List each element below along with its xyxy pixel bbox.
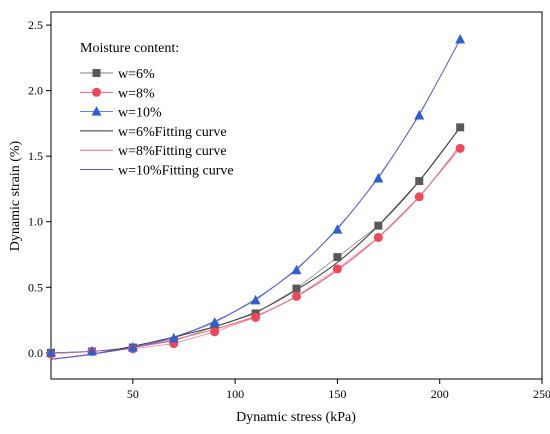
- series-connector-line: [50, 39, 461, 354]
- data-point: [46, 347, 56, 357]
- series-w-10-fitting-curve: [50, 39, 461, 360]
- x-tick-label: 250: [533, 387, 550, 401]
- legend-label: w=10%: [118, 106, 162, 121]
- legend-label: w=10%Fitting curve: [118, 164, 234, 179]
- legend-item: w=10%: [80, 106, 162, 121]
- data-point: [456, 123, 465, 132]
- plot-frame: [50, 11, 543, 380]
- legend-marker: [91, 106, 102, 116]
- legend-label: w=8%: [118, 86, 155, 101]
- legend-item: w=6%Fitting curve: [80, 125, 227, 140]
- x-tick-label: 50: [127, 387, 139, 401]
- series-connector-line: [50, 148, 461, 355]
- data-point: [332, 224, 343, 234]
- legend-item: w=8%Fitting curve: [80, 144, 227, 159]
- markers-w-8: [46, 143, 465, 359]
- data-point: [332, 264, 342, 274]
- data-point: [373, 232, 383, 242]
- data-point: [455, 143, 465, 153]
- data-point: [168, 332, 179, 343]
- y-tick-label: 0.0: [28, 346, 43, 360]
- data-point: [291, 264, 302, 275]
- data-point: [373, 172, 384, 183]
- legend: Moisture content: w=6% w=8% w=10% w=6%Fitti…: [80, 41, 234, 179]
- series-w-8: [50, 148, 461, 355]
- data-point: [414, 192, 424, 202]
- y-axis-title: Dynamic strain (%): [8, 140, 23, 251]
- x-tick-label: 100: [226, 387, 244, 401]
- y-tick-label: 1.0: [28, 215, 43, 229]
- legend-label: w=6%: [118, 67, 155, 82]
- legend-title: Moisture content:: [80, 41, 179, 56]
- legend-label: w=6%Fitting curve: [118, 125, 227, 140]
- y-tick-label: 2.5: [28, 18, 43, 32]
- data-point: [209, 317, 220, 327]
- data-point: [210, 327, 220, 337]
- y-tick-label: 1.5: [28, 149, 43, 163]
- data-point: [455, 34, 466, 44]
- data-point: [251, 312, 261, 322]
- axes: 50 100 150 200 250 0.0 0.5 1.0 1.5 2.0 2.5: [28, 18, 550, 401]
- data-point: [127, 342, 138, 352]
- data-point: [333, 253, 342, 262]
- legend-item: w=10%Fitting curve: [80, 164, 234, 179]
- data-point: [292, 284, 301, 293]
- y-tick-label: 0.5: [28, 280, 43, 294]
- x-tick-label: 200: [431, 387, 449, 401]
- legend-marker: [92, 69, 101, 77]
- x-tick-label: 150: [328, 387, 346, 401]
- legend-marker: [92, 87, 101, 97]
- markers-w-10: [46, 34, 466, 357]
- legend-item: w=8%: [80, 86, 155, 101]
- data-point: [86, 345, 97, 356]
- data-point: [292, 291, 301, 301]
- data-point: [414, 110, 425, 120]
- x-axis-title: Dynamic stress (kPa): [236, 410, 356, 425]
- legend-label: w=8%Fitting curve: [118, 144, 227, 159]
- data-point: [415, 177, 424, 186]
- y-tick-label: 2.0: [28, 84, 43, 98]
- series-w-6-fitting-curve: [50, 127, 461, 360]
- data-point: [374, 221, 383, 230]
- plot-series: [46, 34, 466, 360]
- series-w-10: [50, 39, 461, 354]
- series-w-8-fitting-curve: [50, 145, 461, 360]
- data-point: [250, 294, 261, 305]
- legend-item: w=6%: [80, 67, 155, 82]
